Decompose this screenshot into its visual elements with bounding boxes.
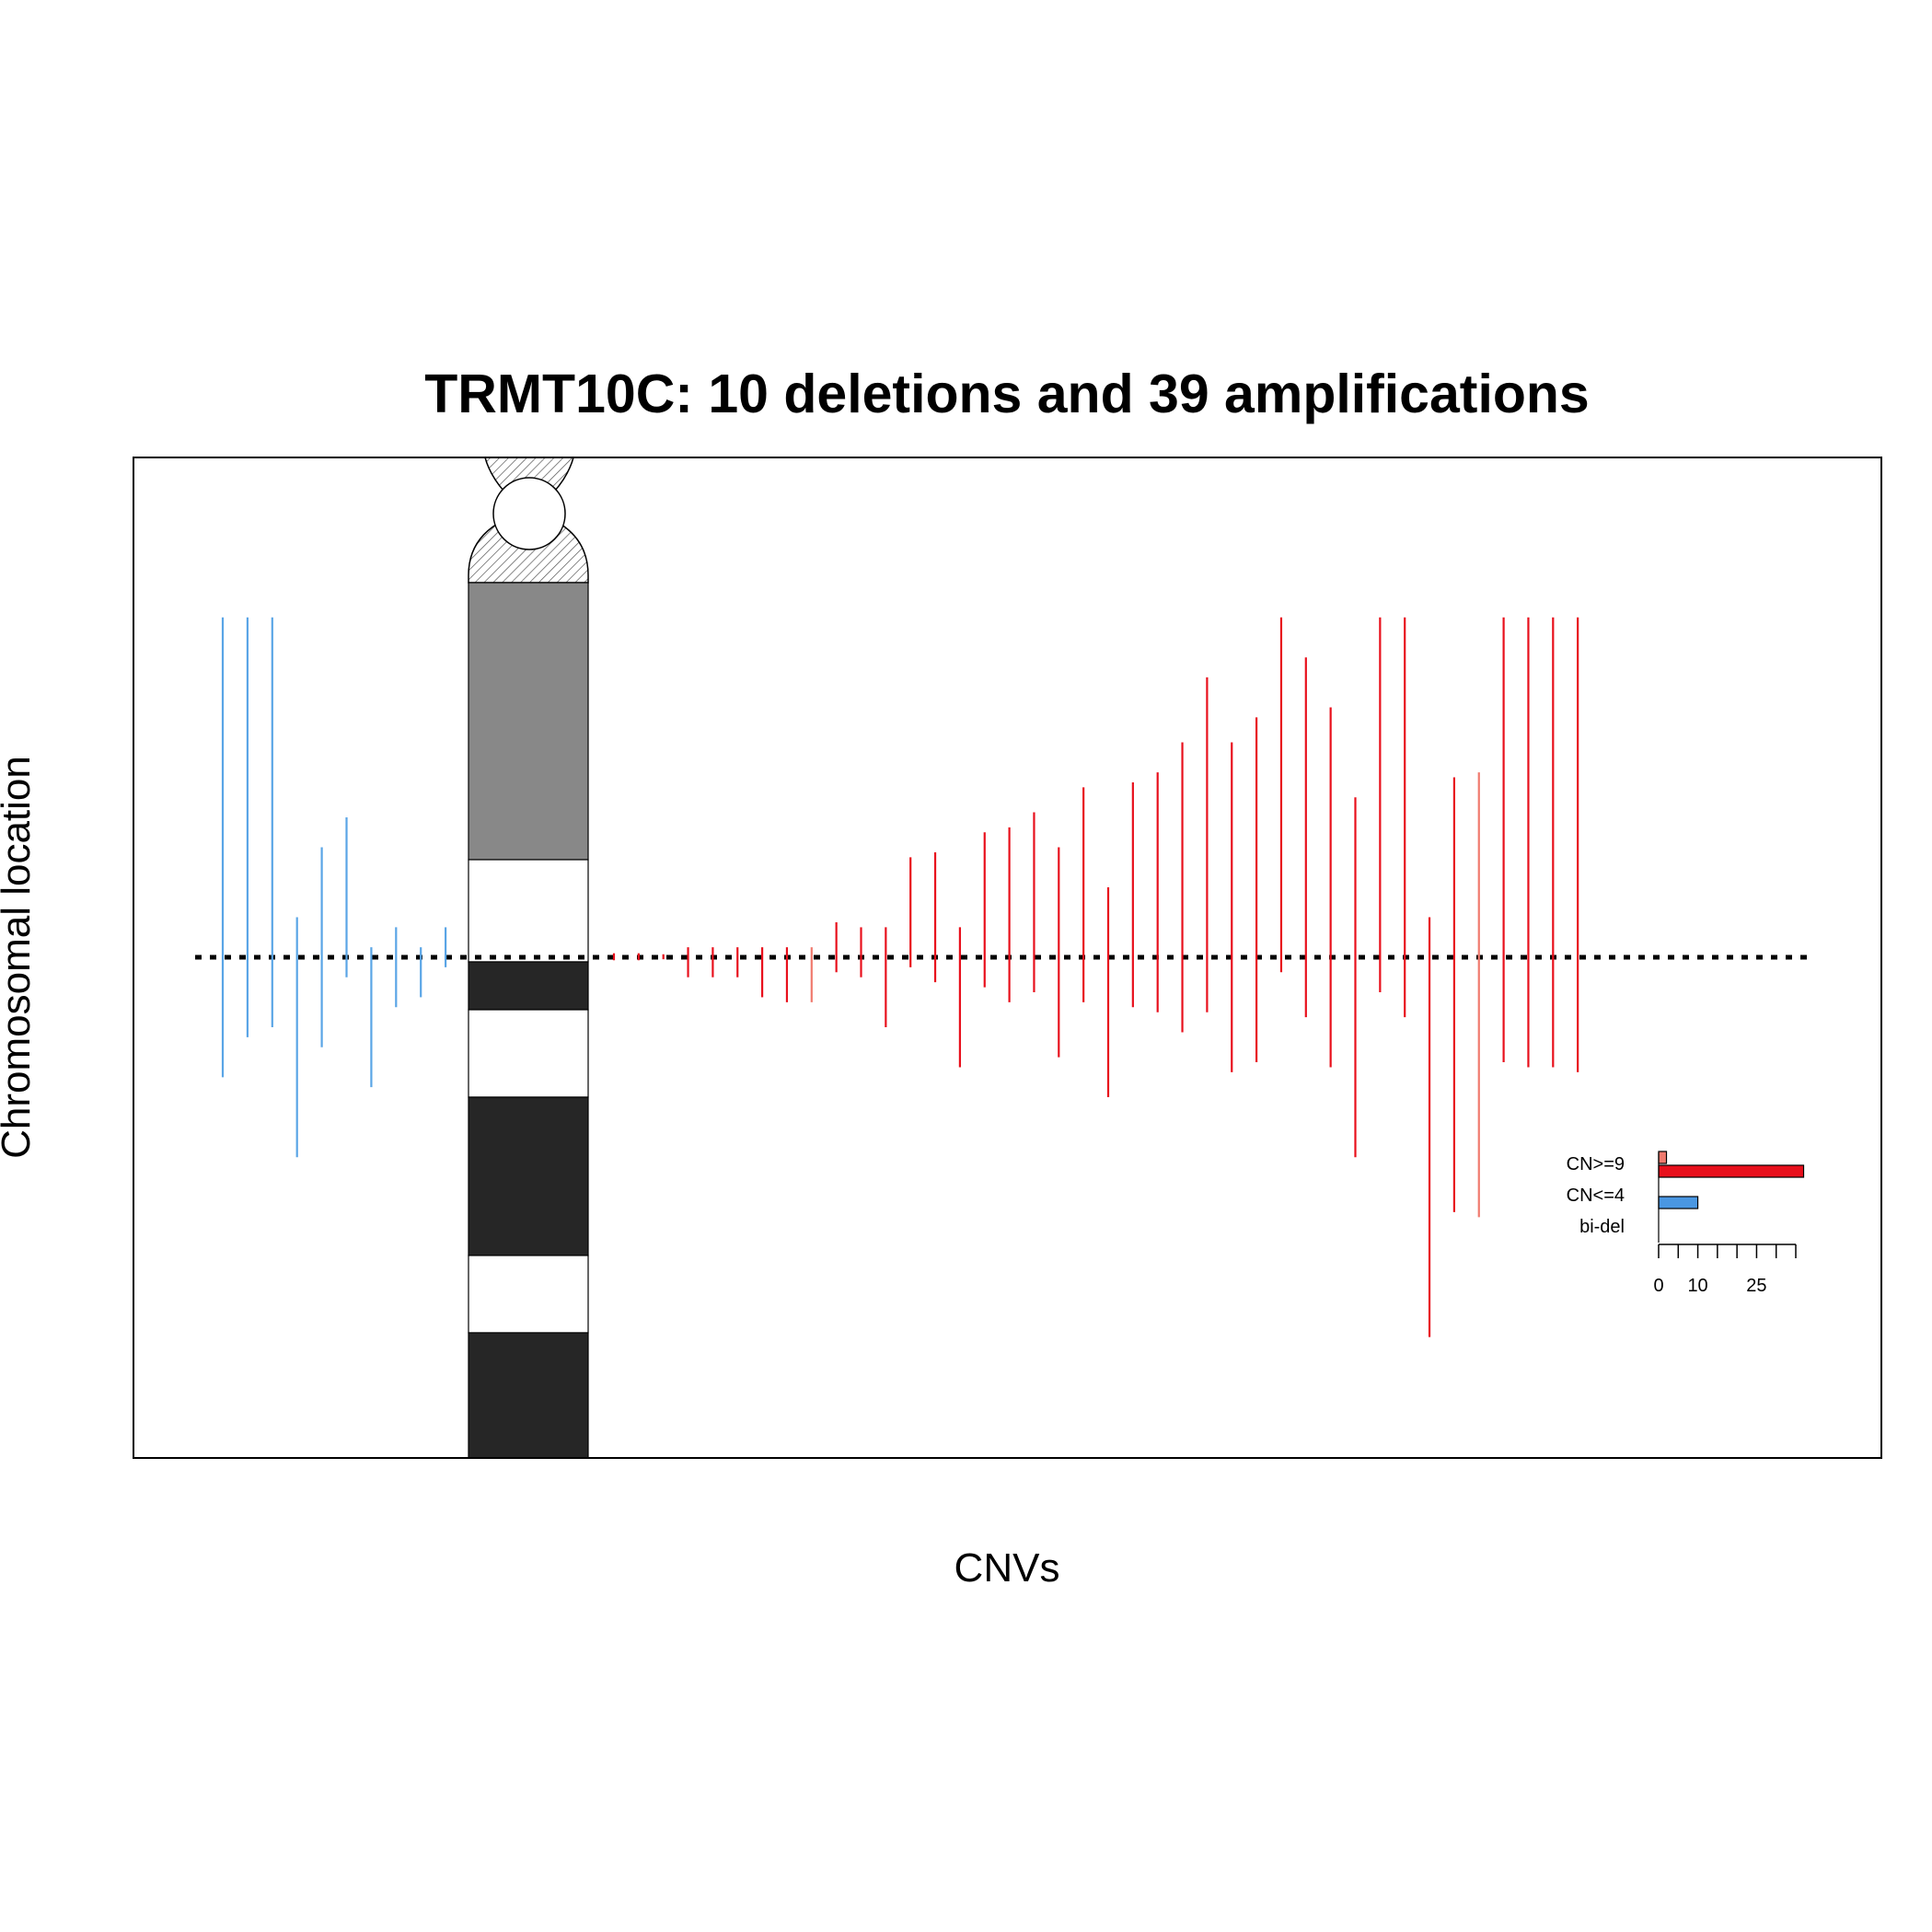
ideogram-band [468, 859, 589, 963]
ideogram-band [468, 582, 589, 861]
summary-category-label: CN>=9 [1567, 1154, 1625, 1174]
y-axis-label: Chromosomal location [0, 756, 39, 1159]
summary-bar [1658, 1196, 1699, 1209]
chart-title: TRMT10C: 10 deletions and 39 amplificati… [424, 364, 1590, 424]
ideogram-band [468, 1332, 589, 1458]
summary-bar [1658, 1151, 1668, 1164]
ideogram-band [468, 1009, 589, 1098]
plot-frame [133, 457, 1882, 1459]
summary-tick-label: 0 [1653, 1276, 1663, 1296]
summary-category-label: bi-del [1579, 1217, 1625, 1237]
ideogram-band [468, 961, 589, 1011]
summary-tick-label: 10 [1687, 1276, 1707, 1296]
summary-category-label: CN<=4 [1567, 1186, 1625, 1206]
chromosome-ideogram [468, 457, 589, 1458]
x-axis-label: CNVs [954, 1545, 1060, 1591]
cnv-segments [221, 617, 1579, 1337]
ideogram-centromere [492, 477, 566, 550]
ideogram-band [468, 1255, 589, 1334]
summary-bar [1658, 1164, 1805, 1178]
ideogram-band [468, 1096, 589, 1256]
cnv-summary-bars: CN>=9 CN<=4 bi-del 0 10 25 [1567, 1151, 1805, 1296]
summary-tick-label: 25 [1746, 1276, 1766, 1296]
